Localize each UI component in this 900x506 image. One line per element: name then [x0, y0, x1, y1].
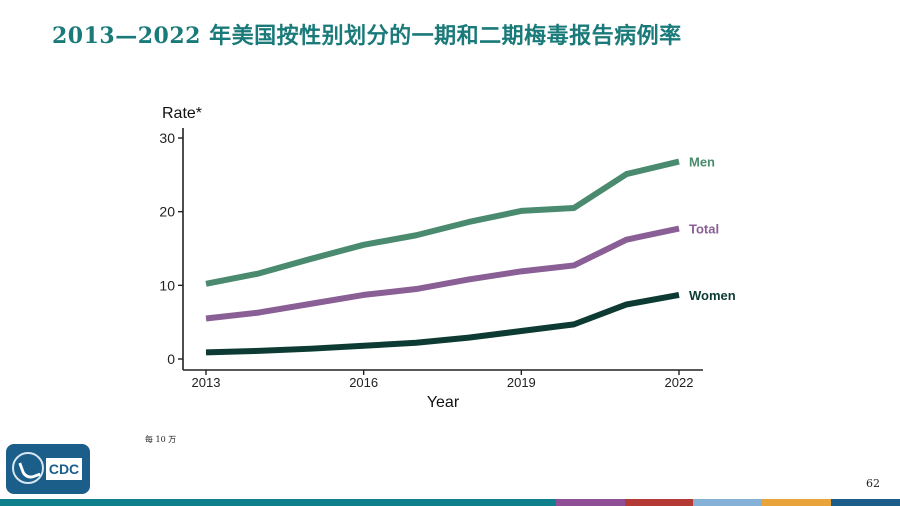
- series-label-men: Men: [689, 155, 715, 170]
- footnote: 每 10 万: [145, 435, 177, 444]
- series-label-women: Women: [689, 288, 736, 303]
- bottom-bar-segment: [831, 499, 900, 506]
- bottom-bar-segment: [625, 499, 693, 506]
- series-line-men: [205, 158, 680, 287]
- series-line-women: [205, 291, 680, 356]
- x-tick-label: 2019: [507, 375, 536, 390]
- hhs-emblem-icon: [12, 452, 44, 484]
- x-tick-label: 2022: [665, 375, 694, 390]
- series-label-total: Total: [689, 222, 719, 237]
- x-axis-label: Year: [427, 394, 460, 411]
- y-axis-label: Rate*: [162, 105, 202, 122]
- chart-series: Men Total Women: [205, 155, 736, 356]
- page-number: 62: [866, 477, 880, 490]
- x-tick-label: 2013: [192, 375, 221, 390]
- y-tick-label: 30: [159, 130, 175, 146]
- cdc-wordmark: CDC: [46, 458, 82, 480]
- cdc-logo: CDC: [6, 444, 90, 494]
- chart-axes: 0 10 20 30 2013 2016 2019 2022 Rate* Year: [159, 105, 703, 411]
- bottom-bar-segment: [0, 499, 556, 506]
- y-tick-label: 20: [159, 204, 175, 220]
- bottom-bar-segment: [693, 499, 762, 506]
- slide-title: 2013—2022 年美国按性别划分的一期和二期梅毒报告病例率: [52, 23, 682, 49]
- bottom-bar-segment: [762, 499, 831, 506]
- y-tick-label: 10: [159, 277, 175, 293]
- series-line-total: [205, 225, 680, 322]
- x-tick-label: 2016: [349, 375, 378, 390]
- bottom-bar-segment: [556, 499, 625, 506]
- y-tick-label: 0: [167, 351, 175, 367]
- bottom-color-bar: [0, 499, 900, 506]
